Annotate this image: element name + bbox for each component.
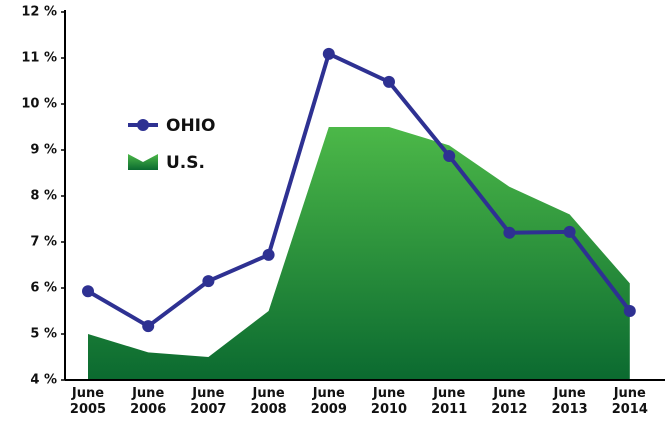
legend-icon: [137, 119, 149, 131]
legend-label: OHIO: [166, 116, 215, 136]
x-tick-label: June 2007: [190, 386, 227, 417]
x-tick-label: June 2011: [431, 386, 468, 417]
x-tick-label: June 2014: [611, 386, 648, 417]
x-tick-label: June 2008: [250, 386, 287, 417]
y-tick-label: 11 %: [21, 51, 57, 66]
y-tick-label: 12 %: [21, 5, 57, 20]
legend-icon: [128, 154, 158, 170]
ohio-marker: [82, 285, 94, 298]
ohio-line: [86, 51, 632, 329]
y-tick-label: 5 %: [30, 327, 57, 342]
y-tick-label: 9 %: [30, 143, 57, 158]
x-tick-label: June 2010: [370, 386, 408, 417]
ohio-marker: [142, 320, 155, 333]
ohio-marker: [383, 75, 395, 88]
ohio-marker: [262, 248, 275, 261]
ohio-marker: [202, 275, 215, 288]
y-tick-label: 6 %: [30, 281, 57, 296]
y-tick-label: 4 %: [30, 373, 57, 388]
x-tick-label: June 2006: [130, 386, 167, 417]
ohio-marker: [503, 226, 516, 239]
ohio-marker: [322, 47, 335, 60]
ohio-marker: [563, 225, 576, 238]
ohio-marker: [623, 305, 636, 317]
x-tick-label: June 2009: [310, 386, 347, 417]
y-tick-label: 7 %: [30, 235, 57, 250]
x-tick-label: June 2013: [551, 386, 588, 417]
x-tick-label: June 2012: [491, 386, 528, 417]
y-tick-label: 8 %: [30, 189, 57, 204]
x-tick-label: June 2005: [69, 386, 107, 417]
ohio-marker: [443, 149, 456, 162]
us-area: [88, 127, 630, 380]
y-tick-label: 10 %: [21, 97, 57, 112]
legend-label: U.S.: [166, 153, 205, 173]
